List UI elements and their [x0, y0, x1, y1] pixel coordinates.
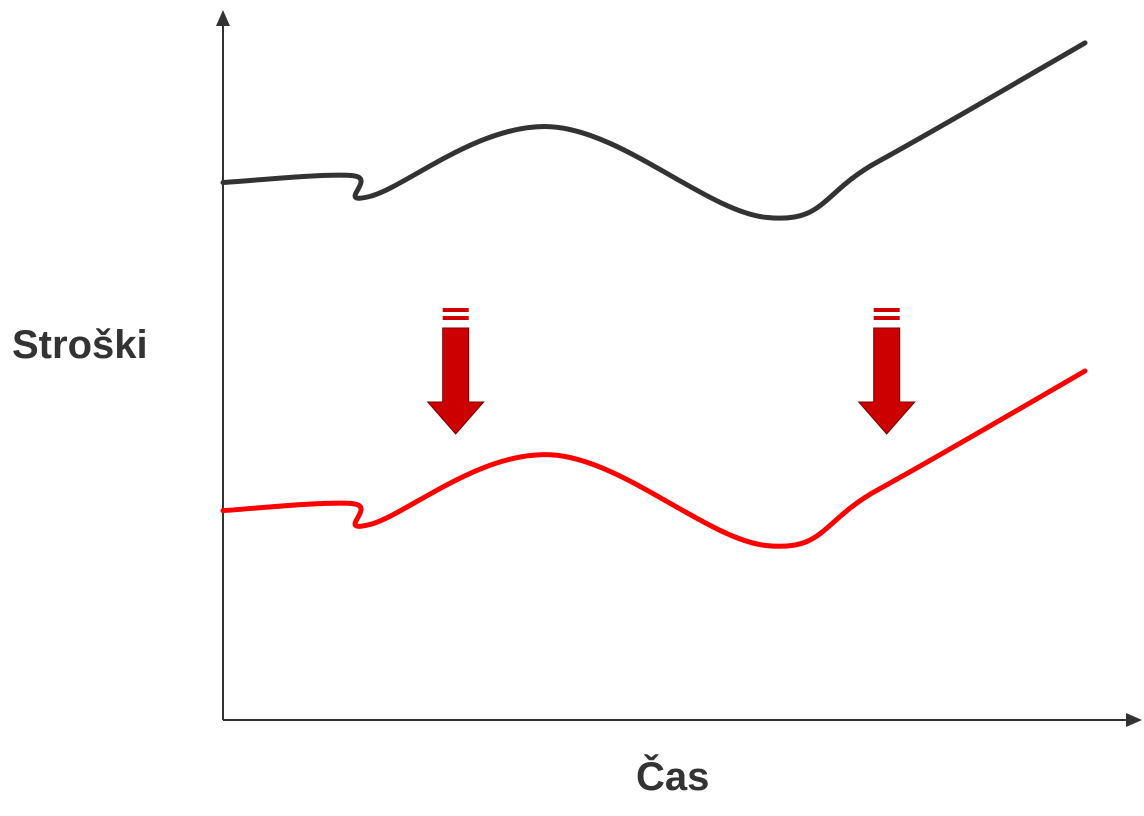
- arrow-stripe: [873, 308, 900, 312]
- arrow-stripe: [442, 316, 469, 320]
- x-axis-arrow-icon: [1126, 713, 1142, 727]
- x-axis-label: Čas: [636, 753, 709, 799]
- arrow-stripe: [442, 308, 469, 312]
- down-arrow-icon: [857, 308, 916, 435]
- arrow-body: [857, 327, 916, 435]
- series-layer: [220, 40, 1088, 549]
- down-arrow-icon: [426, 308, 485, 435]
- series-line-2: [220, 368, 1088, 549]
- arrow-stripe: [873, 316, 900, 320]
- arrow-body: [426, 327, 485, 435]
- y-axis-label: Stroški: [12, 323, 148, 367]
- y-axis-arrow-icon: [216, 10, 230, 26]
- series-line-1: [220, 40, 1088, 221]
- annotation-layer: [426, 308, 916, 435]
